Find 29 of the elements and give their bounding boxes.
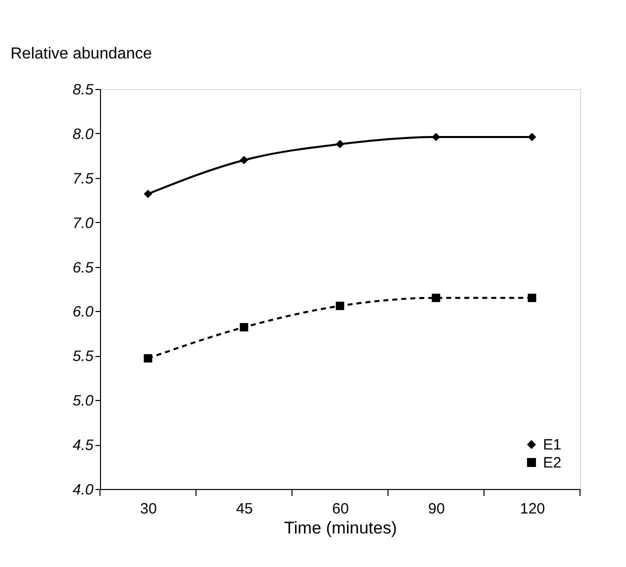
point bbox=[144, 354, 152, 363]
y-tick-label: 8.5 bbox=[72, 82, 94, 98]
y-tick-label: 7.0 bbox=[72, 214, 94, 232]
point bbox=[432, 132, 440, 142]
x-tick-label: 30 bbox=[140, 500, 157, 518]
y-tick-label: 6.5 bbox=[72, 259, 94, 276]
point bbox=[144, 190, 152, 198]
x-tick-label: 90 bbox=[428, 500, 445, 518]
point bbox=[240, 156, 248, 164]
point bbox=[336, 140, 344, 148]
legend-label: E2 bbox=[543, 454, 562, 472]
y-tick-label: 7.5 bbox=[72, 170, 94, 188]
point bbox=[432, 294, 440, 302]
y-tick-label: 4.0 bbox=[72, 482, 94, 498]
legend-label: E1 bbox=[543, 436, 562, 454]
x-tick-label: 45 bbox=[236, 500, 253, 518]
y-tick-label: 4.5 bbox=[72, 437, 94, 454]
y-tick-label: 5.5 bbox=[72, 348, 94, 366]
x-axis-title: Time (minutes) bbox=[284, 518, 397, 538]
point bbox=[528, 294, 536, 302]
y-tick-label: 8.0 bbox=[72, 126, 94, 143]
y-axis-title: Relative abundance bbox=[10, 46, 152, 62]
x-tick-label: 120 bbox=[520, 500, 546, 518]
y-tick-label: 6.0 bbox=[72, 304, 94, 321]
x-tick-label: 60 bbox=[332, 500, 349, 518]
point bbox=[528, 132, 536, 142]
point bbox=[336, 302, 344, 310]
y-tick-label: 5.0 bbox=[72, 392, 94, 410]
point bbox=[240, 323, 248, 332]
